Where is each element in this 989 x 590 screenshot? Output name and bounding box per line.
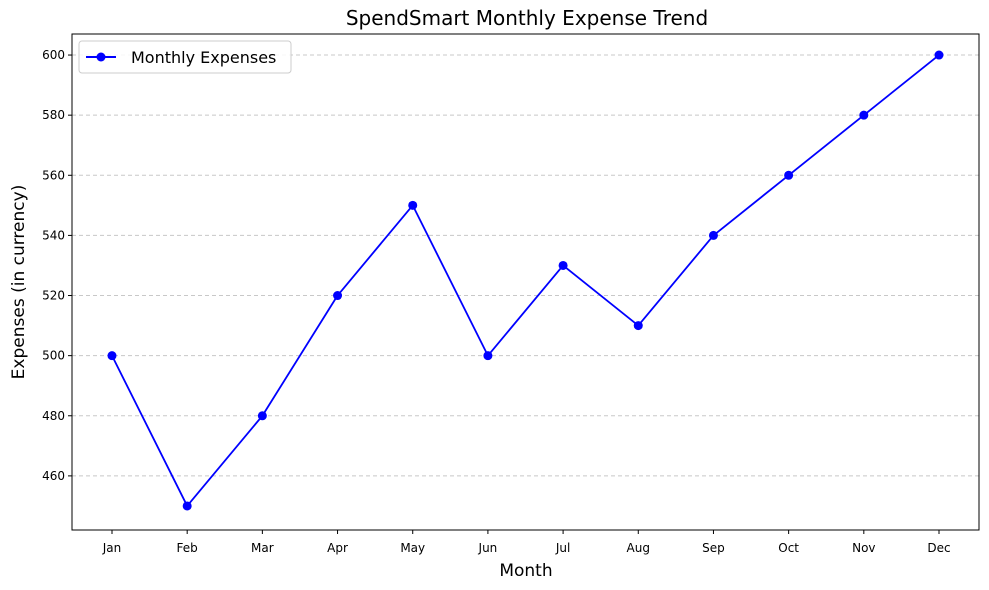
legend-box bbox=[78, 40, 292, 74]
y-tick-label: 540 bbox=[42, 228, 65, 242]
legend-marker-swatch bbox=[96, 52, 106, 62]
series-line bbox=[111, 54, 940, 507]
data-point bbox=[408, 200, 418, 210]
data-point bbox=[934, 50, 944, 60]
y-axis-ticks: 460 480 500 520 540 560 580 600 bbox=[42, 48, 72, 483]
x-tick-label: Nov bbox=[852, 541, 875, 555]
y-tick-label: 560 bbox=[42, 168, 65, 182]
y-tick-label: 460 bbox=[42, 469, 65, 483]
x-tick-label: Feb bbox=[177, 541, 198, 555]
data-point bbox=[784, 170, 794, 180]
x-axis-label: Month bbox=[499, 561, 552, 581]
data-point bbox=[859, 110, 869, 120]
x-tick-label: May bbox=[400, 541, 425, 555]
chart-title: SpendSmart Monthly Expense Trend bbox=[346, 6, 708, 30]
data-point bbox=[107, 351, 117, 361]
series-layer bbox=[107, 50, 944, 511]
x-tick-label: Mar bbox=[251, 541, 274, 555]
x-tick-label: Jul bbox=[555, 541, 570, 555]
data-point bbox=[633, 321, 643, 331]
x-tick-label: Aug bbox=[627, 541, 650, 555]
data-point bbox=[257, 411, 267, 421]
y-tick-label: 600 bbox=[42, 48, 65, 62]
y-tick-label: 520 bbox=[42, 289, 65, 303]
data-point bbox=[483, 351, 493, 361]
x-tick-label: Apr bbox=[327, 541, 348, 555]
legend: Monthly Expenses bbox=[78, 40, 292, 74]
x-tick-label: Sep bbox=[702, 541, 725, 555]
x-tick-label: Dec bbox=[927, 541, 950, 555]
x-tick-label: Oct bbox=[778, 541, 799, 555]
data-point bbox=[558, 260, 568, 270]
y-tick-label: 580 bbox=[42, 108, 65, 122]
data-point bbox=[182, 501, 192, 511]
data-point bbox=[708, 230, 718, 240]
y-tick-label: 500 bbox=[42, 349, 65, 363]
x-tick-label: Jan bbox=[102, 541, 122, 555]
x-tick-label: Jun bbox=[478, 541, 498, 555]
data-point bbox=[333, 291, 343, 301]
x-axis-ticks: Jan Feb Mar Apr May Jun Jul Aug Sep Oct Nov Dec bbox=[102, 530, 951, 555]
y-axis-label: Expenses (in currency) bbox=[9, 185, 29, 380]
y-tick-label: 480 bbox=[42, 409, 65, 423]
legend-label: Monthly Expenses bbox=[131, 48, 276, 67]
plot-area-frame bbox=[71, 33, 980, 531]
